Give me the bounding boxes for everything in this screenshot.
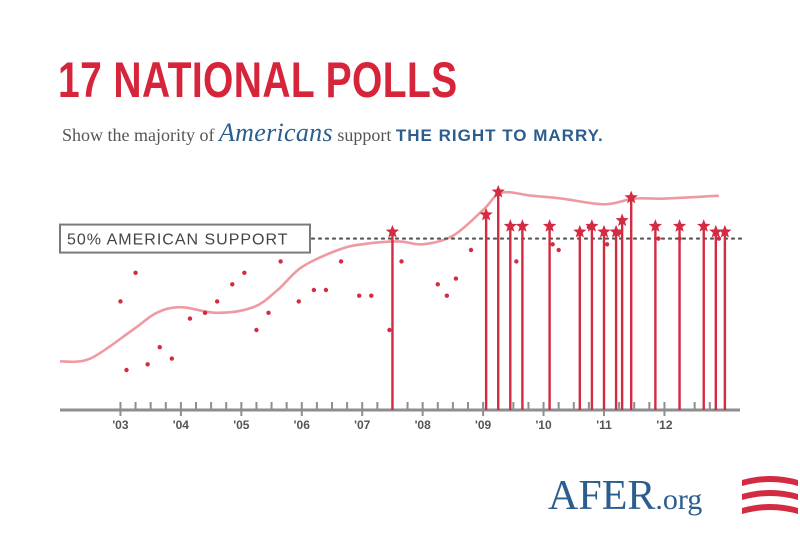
poll-star [624,190,638,204]
reference-label: 50% AMERICAN SUPPORT [67,232,289,249]
poll-dot [145,362,150,367]
x-tick-label: '03 [112,418,129,432]
poll-dot [187,316,193,321]
poll-dot [387,327,392,333]
poll-dot [444,293,450,298]
logo-text: AFER [548,473,656,519]
poll-star [503,219,517,232]
poll-star [718,224,732,238]
afer-logo[interactable]: AFER.org [548,472,702,524]
subtitle-right-to-marry: THE RIGHT TO MARRY. [395,126,604,145]
poll-dot [202,310,208,316]
x-tick-label: '04 [173,418,190,432]
subtitle-support: support [337,125,392,145]
poll-dot [323,287,329,293]
chart-subtitle: Show the majority of Americans support T… [62,118,604,148]
poll-star [385,224,400,238]
poll-dot [214,299,220,304]
logo-suffix: .org [655,483,703,516]
poll-dot [556,247,561,253]
poll-star [615,213,629,227]
poll-dot [399,259,404,264]
poll-dot [118,299,123,304]
poll-dot [133,270,138,276]
x-tick-label: '10 [535,418,552,432]
poll-star [491,184,505,198]
x-tick-label: '09 [475,418,492,432]
poll-star [515,219,530,232]
poll-dot [278,259,283,264]
poll-dot [254,327,259,333]
poll-dot [716,236,722,241]
poll-dot [169,356,175,361]
poll-star [648,219,662,232]
subtitle-intro: Show the majority of [62,125,215,145]
poll-dot [453,276,459,281]
poll-dot [468,247,474,253]
x-tick-label: '05 [233,418,250,432]
trend-line [59,190,719,364]
poll-dot [656,236,661,241]
poll-dot [435,282,440,287]
poll-dot [242,270,247,276]
subtitle-americans: Americans [218,118,333,147]
poll-dot [550,242,555,247]
poll-dot [124,367,129,373]
poll-dot [604,242,610,247]
poll-star [672,219,687,232]
poll-dot [514,259,519,264]
poll-dot [296,299,301,304]
poll-dot [357,293,362,298]
poll-dot [369,293,374,298]
reference-label-box [59,223,311,254]
poll-star [573,224,587,238]
x-tick-label: '08 [415,418,432,432]
poll-dot [157,344,162,350]
poll-star [479,207,493,221]
poll-star [609,224,623,238]
chart-title: 17 NATIONAL POLLS [58,52,458,108]
x-tick-label: '12 [656,418,673,432]
x-tick-label: '11 [596,418,612,432]
poll-star [597,224,611,238]
poll-dot [311,287,317,293]
x-tick-label: '07 [354,418,371,432]
x-tick-label: '06 [294,418,311,432]
poll-dot [230,282,235,287]
poll-star [697,219,711,232]
poll-dot [338,259,344,264]
poll-star [585,219,599,232]
poll-star [542,219,557,232]
poll-star [709,224,723,238]
poll-dot [266,310,271,316]
flag-stripes-icon [742,476,798,514]
